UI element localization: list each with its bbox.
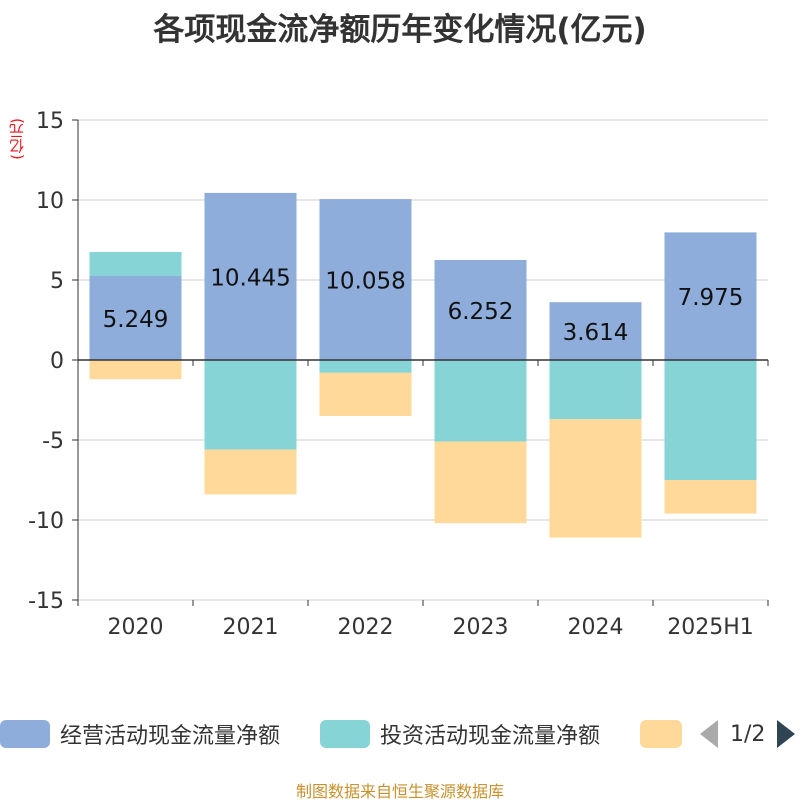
legend-item-operating[interactable]: 经营活动现金流量净额 <box>0 716 280 752</box>
legend-pager: 1/2 <box>700 716 796 752</box>
bar-2022-series-0 <box>319 199 412 360</box>
bar-chart: 15 10 5 0 -5 -10 -15 2020 2021 2022 2023 2024 2025H1… <box>28 109 769 640</box>
bar-2023-series-2 <box>434 441 527 524</box>
legend: 经营活动现金流量净额 投资活动现金流量净额 <box>0 716 800 752</box>
y-tick-label: 10 <box>36 189 64 214</box>
bar-2021-series-2 <box>204 449 297 495</box>
bar-2025H1-series-2 <box>664 480 757 514</box>
legend-item-investing[interactable]: 投资活动现金流量净额 <box>320 716 600 752</box>
bar-2023-series-0 <box>434 259 527 360</box>
x-tick-label: 2020 <box>108 615 164 640</box>
data-labels: 5.249 10.445 10.058 6.252 3.614 7.975 <box>103 265 744 346</box>
y-tick-label: 15 <box>36 109 64 134</box>
y-tick-label: -15 <box>28 589 64 614</box>
x-tick-label: 2022 <box>338 615 394 640</box>
legend-label-investing: 投资活动现金流量净额 <box>380 724 601 749</box>
y-tick-label: 5 <box>50 269 64 294</box>
y-tick-label: -5 <box>42 429 64 454</box>
x-tick-label: 2024 <box>568 615 624 640</box>
bar-2024-series-1 <box>549 360 642 420</box>
legend-swatch-investing <box>320 720 370 748</box>
axes: 15 10 5 0 -5 -10 -15 2020 2021 2022 2023 2024 2025H1 <box>28 109 769 640</box>
y-tick-label: -10 <box>28 509 64 534</box>
bar-2021-series-1 <box>204 360 297 450</box>
data-label: 10.058 <box>325 269 405 295</box>
bar-2024-series-0 <box>549 302 642 360</box>
bar-2024-series-2 <box>549 419 642 538</box>
x-tick-label: 2025H1 <box>667 615 754 640</box>
legend-swatch-third <box>640 720 682 748</box>
data-label: 3.614 <box>563 320 629 346</box>
prev-page-arrow-icon[interactable] <box>700 720 718 748</box>
x-tick-label: 2021 <box>223 615 279 640</box>
legend-label-operating: 经营活动现金流量净额 <box>60 724 281 749</box>
bar-2025H1-series-0 <box>664 232 757 360</box>
legend-item-third[interactable] <box>640 716 682 752</box>
data-source-note: 制图数据来自恒生聚源数据库 <box>295 782 504 801</box>
bar-2022-series-1 <box>319 360 412 373</box>
legend-swatch-operating <box>0 720 50 748</box>
bar-2021-series-0 <box>204 192 297 360</box>
data-label: 7.975 <box>678 285 744 311</box>
chart-title: 各项现金流净额历年变化情况(亿元) <box>153 12 647 48</box>
y-tick-label: 0 <box>50 349 64 374</box>
bar-2023-series-1 <box>434 360 527 442</box>
bar-2025H1-series-1 <box>664 360 757 480</box>
bar-2022-series-2 <box>319 372 412 416</box>
data-label: 10.445 <box>210 265 290 291</box>
bar-2020-series-1 <box>89 252 182 277</box>
bar-group <box>89 192 757 538</box>
bar-2020-series-2 <box>89 360 182 380</box>
data-label: 5.249 <box>103 307 169 333</box>
legend-page-indicator: 1/2 <box>730 721 766 747</box>
data-label: 6.252 <box>448 299 514 325</box>
next-page-arrow-icon[interactable] <box>777 720 796 748</box>
bar-2020-series-0 <box>89 276 182 360</box>
x-tick-label: 2023 <box>453 615 509 640</box>
